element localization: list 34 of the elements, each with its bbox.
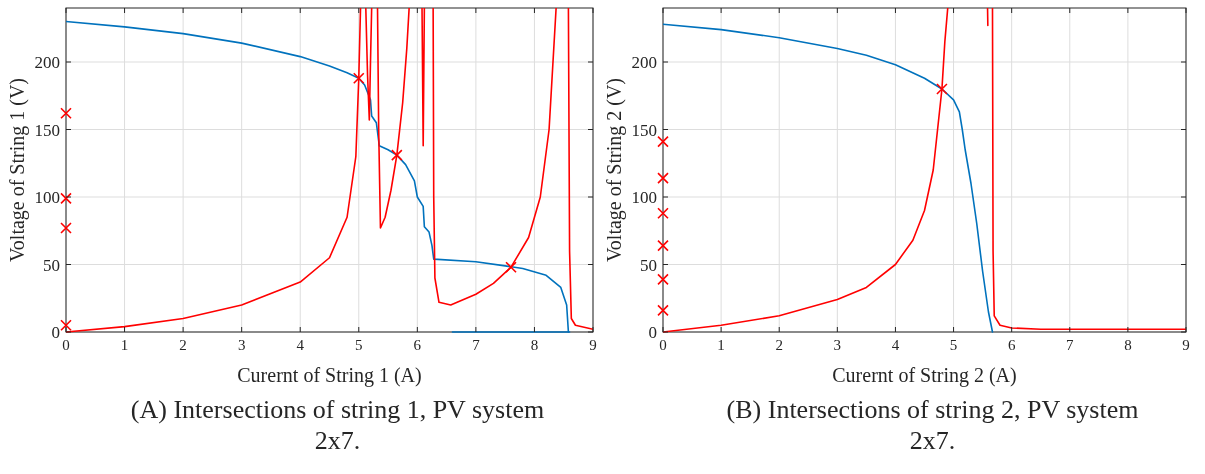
x-tick-label: 4 (891, 337, 900, 353)
x-tick-label: 9 (1182, 337, 1190, 353)
x-tick-label: 1 (717, 337, 725, 353)
y-tick-label: 100 (631, 188, 657, 207)
x-tick-label: 0 (62, 337, 70, 353)
text: (A) Intersections of string 1, PV system 2x7. (130, 395, 545, 455)
y-axis-title: Voltage of String 2 (V) (603, 77, 626, 263)
x-tick-label: 5 (949, 337, 958, 353)
y-tick-label: 150 (34, 120, 60, 140)
y-tick-label: 150 (631, 120, 657, 140)
text: (B) Intersections of string 2, PV system 2x7. (726, 395, 1139, 455)
y-axis-title: Voltage of String 1 (V) (6, 77, 29, 263)
y-tick-label: 200 (631, 53, 657, 72)
x-tick-label: 0 (659, 337, 667, 353)
x-tick-label: 9 (589, 337, 597, 353)
x-axis-title: Curernt of String 2 (A) (832, 364, 1017, 387)
x-tick-label: 6 (1007, 337, 1016, 353)
y-tick-label: 50 (640, 255, 657, 275)
x-tick-label: 7 (1066, 337, 1075, 353)
x-tick-label: 2 (775, 337, 783, 353)
x-tick-label: 3 (833, 337, 842, 353)
x-tick-label: 3 (237, 337, 246, 353)
y-tick-label: 200 (34, 53, 60, 72)
x-tick-label: 8 (530, 337, 539, 353)
x-tick-label: 2 (179, 337, 187, 353)
x-tick-label: 5 (355, 337, 363, 353)
y-tick-label: 50 (43, 255, 60, 275)
x-tick-label: 1 (120, 337, 129, 353)
x-tick-label: 8 (1124, 337, 1132, 353)
x-tick-label: 6 (413, 337, 422, 353)
x-axis-title: Curernt of String 1 (A) (237, 364, 422, 387)
x-tick-label: 7 (472, 337, 481, 353)
x-tick-label: 4 (296, 337, 305, 353)
y-tick-label: 100 (34, 188, 60, 207)
